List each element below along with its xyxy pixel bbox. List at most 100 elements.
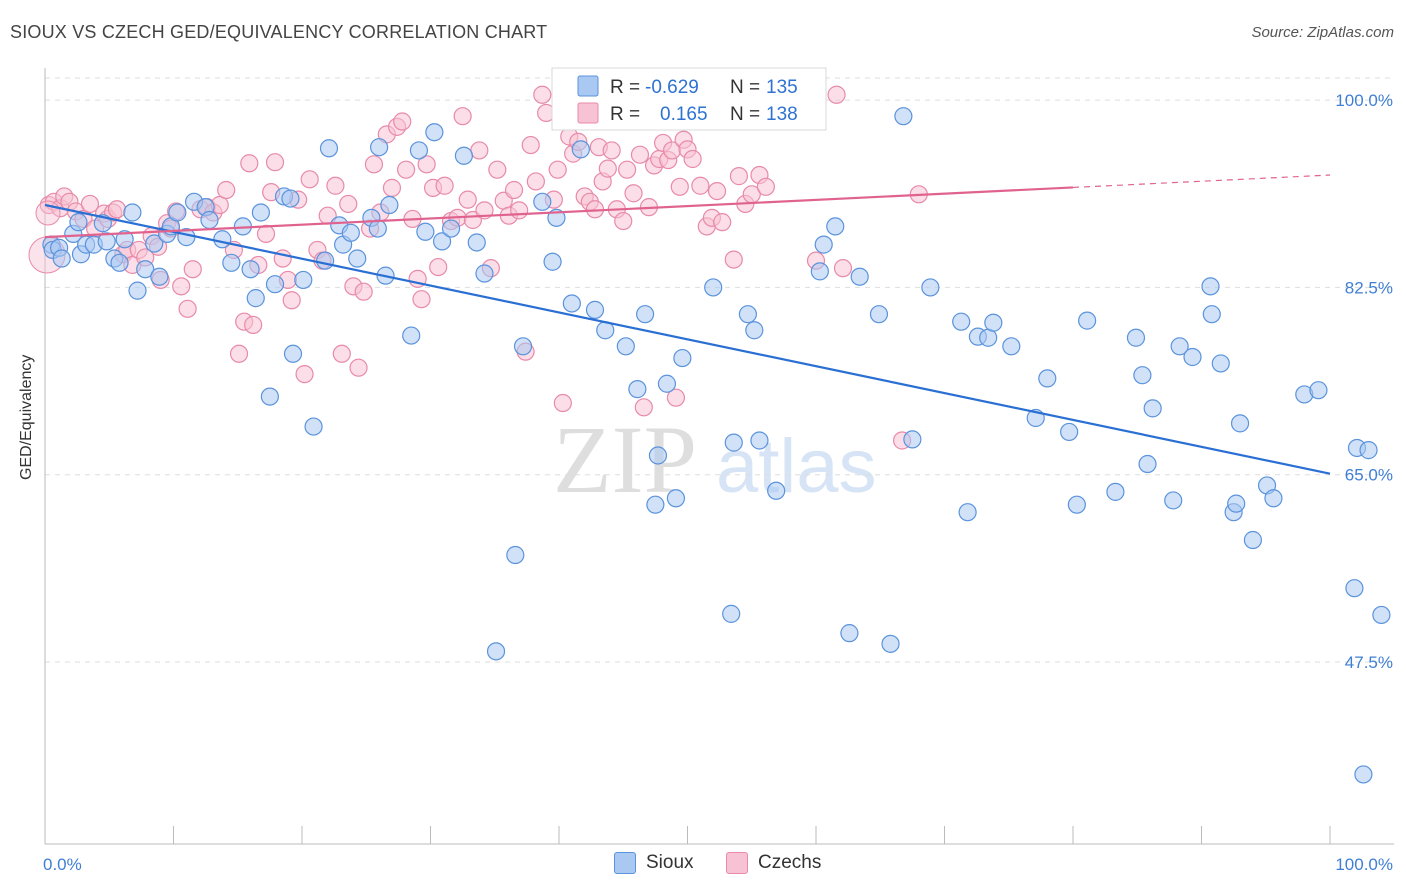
sioux-point	[1264, 489, 1283, 508]
y-tick-labels: 100.0% 82.5% 65.0% 47.5%	[1335, 91, 1393, 672]
sioux-point	[200, 210, 219, 230]
sioux-point	[1372, 605, 1391, 625]
sioux-point	[1309, 381, 1328, 400]
sioux-point	[265, 275, 285, 294]
czechs-point	[107, 200, 127, 219]
sioux-point	[840, 624, 859, 643]
sioux-point	[921, 278, 940, 297]
czechs-point	[548, 160, 567, 179]
sioux-point	[128, 281, 147, 300]
czechs-point	[244, 315, 263, 334]
sioux-point	[1126, 328, 1146, 347]
sioux-point	[341, 223, 360, 242]
sioux-point	[260, 387, 279, 406]
sioux-point	[1183, 347, 1202, 367]
sioux-point	[533, 192, 552, 211]
legend-swatch-czechs	[577, 102, 599, 124]
sioux-point	[425, 123, 444, 142]
czechs-point	[229, 344, 249, 363]
sioux-point	[409, 141, 429, 160]
sioux-point	[1138, 454, 1157, 474]
sioux-point	[402, 326, 421, 345]
czechs-point	[393, 112, 412, 131]
sioux-point	[1202, 305, 1221, 324]
sioux-point	[1078, 311, 1097, 330]
sioux-point	[648, 446, 668, 465]
sioux-point	[958, 503, 977, 522]
sioux-point	[571, 140, 590, 159]
sioux-point	[222, 253, 241, 272]
sioux-point	[1164, 491, 1183, 510]
sioux-point	[283, 344, 303, 363]
sioux-point	[110, 253, 129, 272]
czechs-point	[691, 176, 710, 195]
czechs-point	[354, 282, 373, 301]
czechs-point	[332, 344, 351, 363]
bottom-legend: Sioux Czechs	[0, 850, 1406, 880]
czechs-point	[618, 160, 637, 179]
sioux-point	[368, 219, 387, 238]
sioux-point	[628, 380, 647, 399]
sioux-point	[738, 305, 757, 324]
sioux-point	[1201, 277, 1220, 296]
legend-r-label-sioux: R =	[610, 77, 640, 98]
czechs-point	[295, 365, 314, 384]
sioux-point	[304, 417, 323, 436]
sioux-point	[380, 195, 399, 215]
sioux-point	[984, 313, 1003, 332]
czechs-point	[526, 172, 545, 191]
sioux-point	[826, 217, 845, 236]
sioux-point	[850, 267, 869, 286]
sioux-point	[745, 321, 764, 340]
sioux-point	[319, 139, 339, 158]
sioux-point	[1106, 482, 1125, 501]
czechs-point	[435, 176, 454, 195]
sioux-point	[432, 232, 452, 251]
czechs-point	[382, 178, 402, 197]
chart-title: SIOUX VS CZECH GED/EQUIVALENCY CORRELATI…	[10, 22, 548, 42]
sioux-point	[894, 107, 913, 126]
czechs-point	[670, 177, 689, 196]
czechs-point	[504, 180, 524, 200]
czechs-trend-line-extension	[1072, 174, 1331, 189]
czechs-point	[217, 180, 236, 200]
sioux-point	[513, 337, 533, 356]
legend-n-label-czechs: N =	[730, 104, 760, 125]
sioux-point	[52, 249, 71, 268]
czechs-point	[510, 201, 529, 220]
sioux-point	[241, 260, 260, 279]
sioux-point	[1359, 441, 1378, 460]
czechs-point	[256, 224, 276, 244]
czechs-point	[713, 213, 732, 232]
czechs-point	[634, 398, 653, 417]
czechs-trend-line	[44, 186, 1074, 239]
sioux-point	[673, 348, 692, 368]
sioux-point	[316, 251, 335, 270]
watermark-atlas: atlas	[716, 424, 877, 509]
czechs-point	[339, 194, 358, 214]
sioux-point	[635, 305, 655, 324]
x-ticks	[44, 826, 1331, 844]
czechs-point	[683, 149, 702, 169]
czechs-point	[300, 170, 319, 189]
czechs-point	[326, 176, 345, 195]
sioux-point	[1354, 765, 1373, 784]
czechs-point	[282, 291, 301, 310]
legend-item-czechs: Czechs	[726, 852, 821, 874]
sioux-point	[585, 300, 605, 319]
sioux-point	[246, 289, 265, 308]
sioux-point	[646, 495, 665, 514]
sioux-trend-line	[44, 203, 1331, 475]
sioux-point	[666, 489, 686, 508]
sioux-point	[441, 219, 461, 238]
legend-label-czechs: Czechs	[758, 852, 822, 873]
sioux-point	[294, 270, 313, 290]
sioux-point	[416, 222, 435, 241]
sioux-point	[1230, 414, 1250, 433]
sioux-point	[724, 433, 743, 452]
czechs-point	[470, 141, 489, 160]
sioux-point	[810, 262, 829, 281]
czechs-point	[349, 358, 368, 377]
legend-swatch-sioux-bottom	[614, 852, 636, 874]
czechs-point	[614, 211, 633, 231]
